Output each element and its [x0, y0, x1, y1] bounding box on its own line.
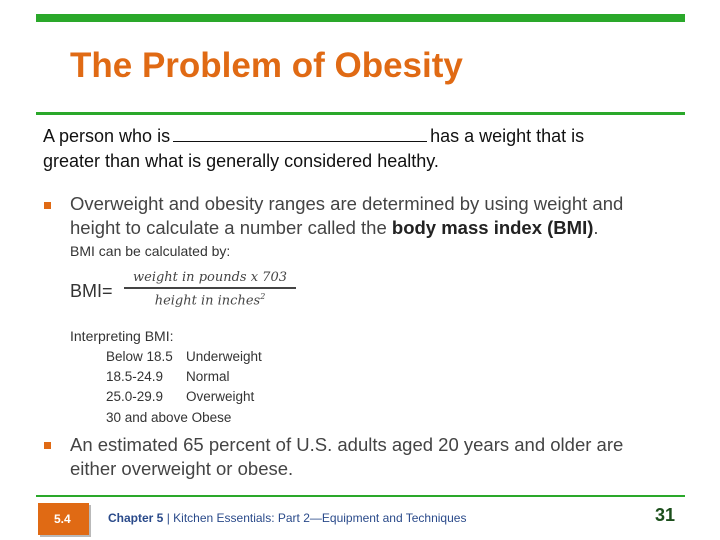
intro-line-1: A person who is has a weight that is: [43, 126, 584, 147]
bmi-category-table: Below 18.5 Underweight 18.5-24.9 Normal 25…: [106, 349, 262, 430]
title-divider: [36, 112, 685, 115]
chapter-title: Kitchen Essentials: Part 2—Equipment and…: [173, 511, 467, 525]
table-row: 25.0-29.9 Overweight: [106, 389, 262, 409]
bullet-2-line-2: either overweight or obese.: [70, 458, 294, 479]
table-row: 30 and above Obese: [106, 410, 262, 430]
chapter-label: Chapter 5: [108, 511, 164, 525]
bmi-category: Obese: [191, 409, 232, 425]
interpreting-heading: Interpreting BMI:: [70, 328, 174, 344]
denominator-text: height in inches: [154, 292, 261, 308]
intro-line-2: greater than what is generally considere…: [43, 151, 439, 171]
bmi-term: body mass index (BMI): [391, 217, 594, 238]
fraction-bar: [124, 287, 296, 289]
bmi-category: Normal: [186, 369, 230, 385]
bmi-formula-fraction: weight in pounds x 703 height in inches2: [124, 270, 296, 308]
table-row: Below 18.5 Underweight: [106, 349, 262, 369]
section-badge: 5.4: [38, 503, 89, 535]
fill-in-blank: [173, 127, 428, 142]
top-accent-bar: [36, 14, 685, 22]
bullet-1-text: height to calculate a number called the: [70, 217, 392, 238]
bmi-range: 30 and above: [106, 409, 188, 425]
footer-divider: [36, 495, 685, 497]
bmi-formula-label: BMI=: [70, 281, 113, 301]
bmi-category: Overweight: [186, 389, 255, 405]
bmi-range: 25.0-29.9: [106, 389, 164, 405]
intro-before-blank: A person who is: [43, 126, 171, 146]
bullet-1-line-1: Overweight and obesity ranges are determ…: [70, 193, 624, 214]
bmi-category: Underweight: [186, 349, 262, 364]
section-number: 5.4: [54, 512, 71, 526]
intro-after-blank: has a weight that is: [430, 126, 585, 146]
footer-chapter: Chapter 5 | Kitchen Essentials: Part 2—E…: [108, 511, 466, 525]
slide-title: The Problem of Obesity: [70, 46, 463, 85]
bullet-1-line-2: height to calculate a number called the …: [70, 217, 599, 239]
bullet-2-line-1: An estimated 65 percent of U.S. adults a…: [70, 434, 624, 455]
page-number: 31: [655, 505, 676, 525]
footer-separator: |: [163, 511, 174, 525]
bullet-icon: [44, 442, 51, 449]
formula-numerator: weight in pounds x 703: [133, 270, 287, 285]
bmi-range: Below 18.5: [106, 349, 173, 364]
bullet-1-period: .: [593, 217, 599, 238]
bmi-intro: BMI can be calculated by:: [70, 243, 231, 259]
table-row: 18.5-24.9 Normal: [106, 369, 262, 389]
bmi-range: 18.5-24.9: [106, 369, 164, 385]
bullet-icon: [44, 202, 51, 209]
denominator-exponent: 2: [260, 291, 266, 301]
formula-denominator: height in inches2: [124, 292, 296, 308]
